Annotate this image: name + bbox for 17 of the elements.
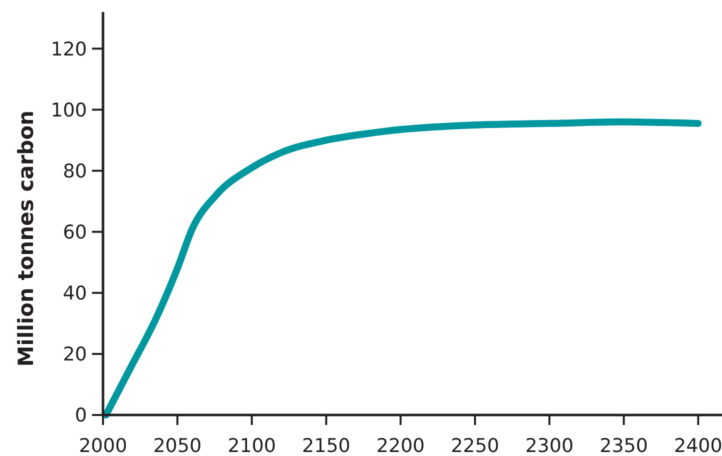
x-tick-label: 2100	[228, 435, 276, 456]
y-tick-label: 0	[74, 404, 87, 427]
x-tick-label: 2400	[674, 435, 722, 456]
x-tick-label: 2050	[153, 435, 202, 456]
x-tick-label: 2150	[302, 435, 350, 456]
y-tick-label: 80	[62, 160, 87, 182]
y-tick-label: 120	[50, 38, 87, 60]
y-tick-label: 100	[50, 99, 87, 122]
x-tick-label: 2000	[78, 435, 128, 456]
x-tick-label: 2300	[525, 435, 574, 456]
y-axis-title: Million tonnes carbon	[14, 110, 38, 367]
x-tick-label: 2350	[600, 435, 648, 456]
x-tick-label: 2250	[450, 435, 500, 456]
y-tick-label: 20	[62, 344, 87, 366]
x-tick-label: 2200	[376, 435, 425, 456]
y-tick-label: 40	[62, 282, 87, 305]
y-tick-label: 60	[62, 221, 87, 244]
